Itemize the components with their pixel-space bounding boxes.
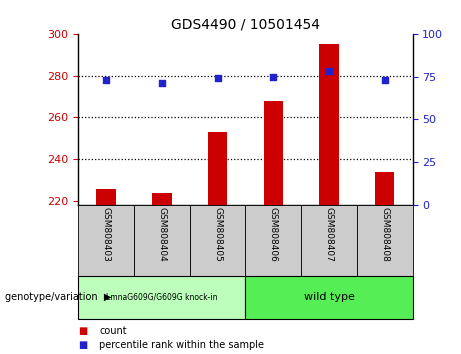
Bar <box>264 101 283 205</box>
Bar <box>375 172 395 205</box>
Point <box>381 77 389 83</box>
Bar <box>319 44 339 205</box>
Text: GSM808406: GSM808406 <box>269 207 278 262</box>
Text: wild type: wild type <box>304 292 355 302</box>
Point <box>102 77 110 83</box>
Text: GSM808405: GSM808405 <box>213 207 222 262</box>
Text: ■: ■ <box>78 326 88 336</box>
Title: GDS4490 / 10501454: GDS4490 / 10501454 <box>171 17 320 31</box>
Text: GSM808403: GSM808403 <box>102 207 111 262</box>
Bar <box>208 132 227 205</box>
Text: count: count <box>99 326 127 336</box>
Text: GSM808408: GSM808408 <box>380 207 389 262</box>
Point <box>270 74 277 79</box>
Text: LmnaG609G/G609G knock-in: LmnaG609G/G609G knock-in <box>106 293 218 302</box>
Point <box>214 75 221 81</box>
Text: GSM808404: GSM808404 <box>157 207 166 262</box>
Bar <box>152 193 171 205</box>
Point <box>325 69 333 74</box>
Text: GSM808407: GSM808407 <box>325 207 334 262</box>
Text: genotype/variation  ▶: genotype/variation ▶ <box>5 292 111 302</box>
Text: percentile rank within the sample: percentile rank within the sample <box>99 340 264 350</box>
Point <box>158 81 165 86</box>
Text: ■: ■ <box>78 340 88 350</box>
Bar <box>96 189 116 205</box>
